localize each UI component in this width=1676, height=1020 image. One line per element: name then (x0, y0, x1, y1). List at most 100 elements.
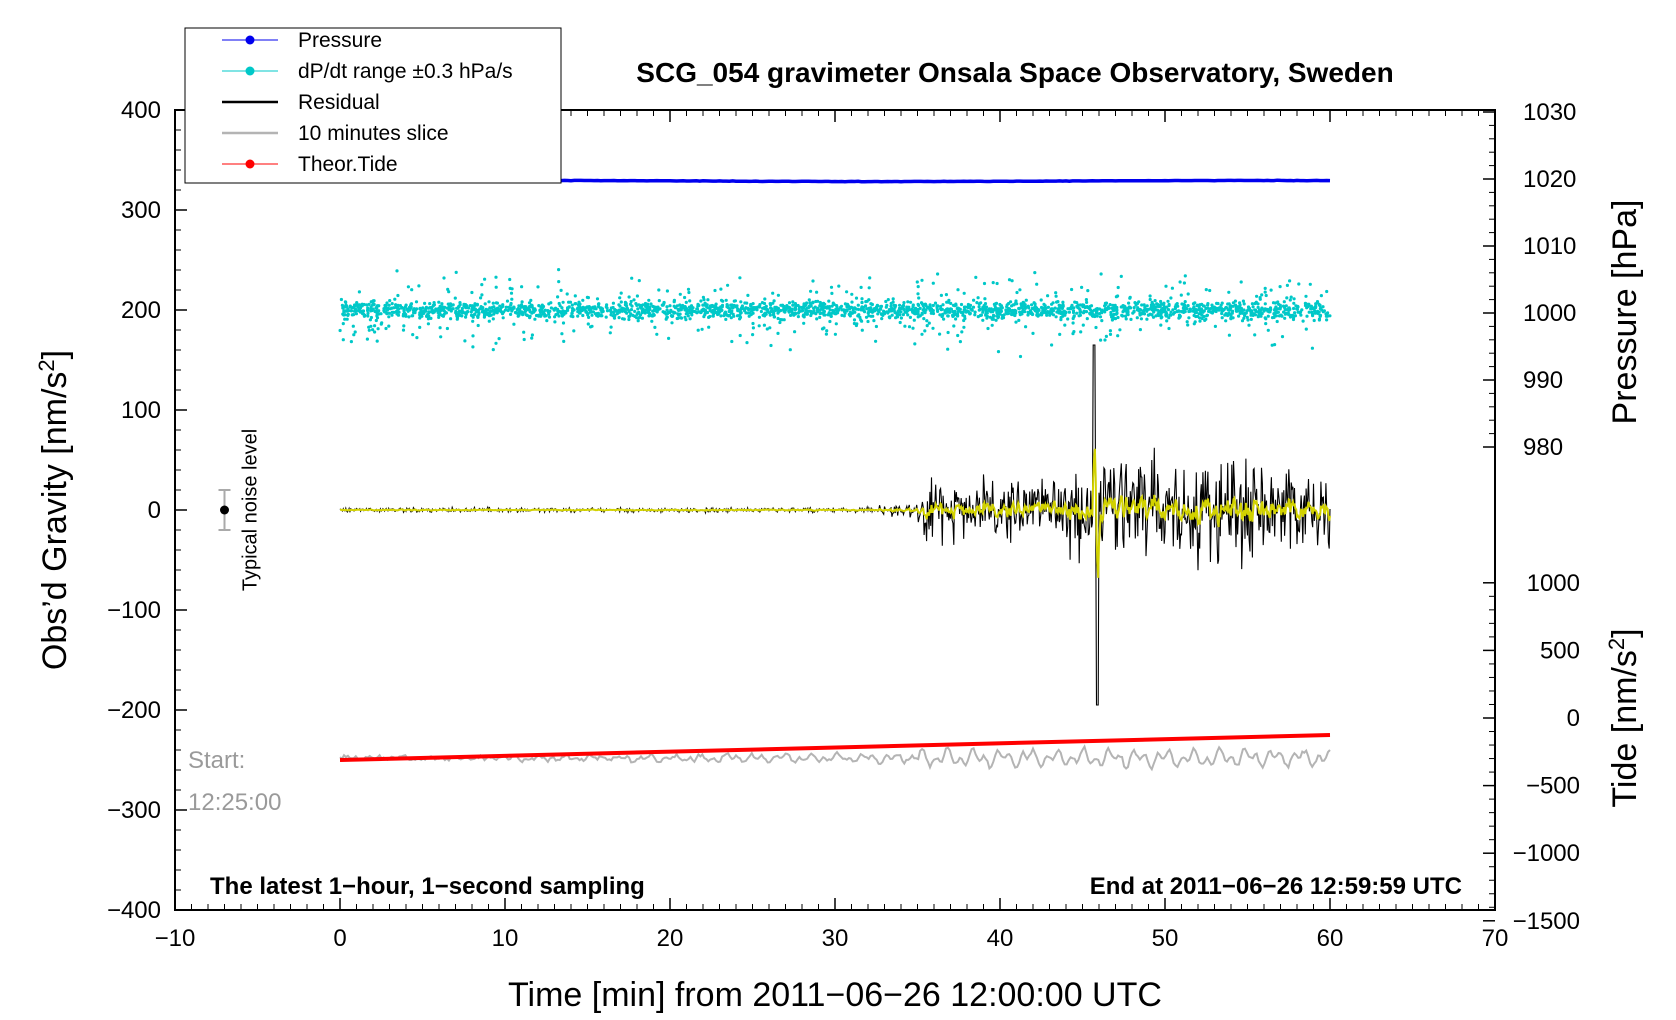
dpdt-point (1100, 311, 1104, 315)
dpdt-point (729, 316, 733, 320)
dpdt-point (1255, 294, 1259, 298)
dpdt-point (707, 315, 711, 319)
dpdt-point (1228, 312, 1232, 316)
dpdt-point (806, 306, 811, 310)
dpdt-point (451, 307, 455, 311)
dpdt-point (570, 311, 574, 315)
dpdt-point (570, 303, 574, 307)
dpdt-point (907, 325, 912, 329)
dpdt-point (815, 290, 819, 294)
dpdt-point (348, 305, 352, 309)
dpdt-point (557, 268, 561, 272)
dpdt-point (618, 296, 622, 300)
dpdt-point (1296, 310, 1300, 314)
dpdt-point (746, 311, 750, 315)
dpdt-point (1305, 314, 1309, 318)
dpdt-point (1082, 303, 1086, 307)
dpdt-point (723, 311, 727, 315)
dpdt-point (864, 315, 869, 319)
dpdt-point (973, 313, 977, 317)
dpdt-point (470, 290, 474, 295)
dpdt-point (1045, 310, 1049, 314)
y-tick-label: −100 (107, 597, 161, 624)
dpdt-point (1070, 287, 1074, 292)
dpdt-point (1272, 312, 1276, 316)
dpdt-point (529, 303, 534, 307)
dpdt-point (1076, 306, 1080, 310)
dpdt-point (1014, 299, 1018, 303)
dpdt-point (501, 303, 505, 307)
dpdt-point (876, 304, 880, 308)
dpdt-point (1222, 307, 1226, 312)
dpdt-point (585, 295, 590, 299)
dpdt-point (931, 326, 935, 330)
dpdt-point (690, 313, 694, 317)
dpdt-point (1262, 308, 1266, 312)
dpdt-point (1294, 304, 1298, 308)
dpdt-point (867, 314, 871, 318)
dpdt-point (366, 314, 370, 318)
dpdt-point (760, 301, 765, 305)
dpdt-point (834, 307, 838, 311)
dpdt-point (1100, 319, 1104, 323)
dpdt-point (480, 283, 484, 287)
dpdt-point (837, 284, 841, 288)
y-axis-title: Obs’d Gravity [nm/s2] (34, 350, 74, 670)
dpdt-point (617, 316, 621, 320)
dpdt-point (1246, 318, 1250, 322)
dpdt-point (679, 307, 683, 311)
dpdt-point (898, 303, 902, 307)
dpdt-point (385, 312, 389, 316)
dpdt-point (1071, 332, 1075, 336)
dpdt-point (896, 309, 900, 313)
dpdt-point (499, 309, 503, 314)
dpdt-point (351, 324, 355, 328)
dpdt-point (1026, 313, 1030, 317)
data-layer (338, 178, 1332, 772)
dpdt-point (1212, 307, 1216, 311)
dpdt-point (1081, 323, 1085, 327)
dpdt-point (850, 300, 854, 304)
tide-tick-label: −1500 (1513, 908, 1580, 935)
dpdt-point (1063, 311, 1068, 315)
dpdt-point (590, 313, 594, 317)
dpdt-point (340, 303, 344, 307)
dpdt-point (1283, 316, 1287, 320)
dpdt-point (956, 333, 960, 338)
y-tick-label: −300 (107, 797, 161, 824)
dpdt-point (1176, 304, 1180, 308)
dpdt-point (725, 313, 729, 317)
dpdt-point (494, 275, 498, 279)
dpdt-point (1309, 304, 1313, 308)
dpdt-point (411, 333, 415, 337)
dpdt-point (991, 281, 995, 285)
dpdt-point (981, 310, 985, 314)
x-tick-label: 40 (987, 925, 1014, 952)
x-tick-label: −10 (155, 925, 196, 952)
dpdt-point (494, 341, 498, 345)
dpdt-point (802, 321, 806, 325)
dpdt-point (1061, 303, 1065, 307)
dpdt-point (687, 305, 692, 309)
dpdt-point (418, 325, 422, 329)
dpdt-point (936, 309, 940, 313)
dpdt-point (581, 298, 585, 302)
dpdt-point (665, 305, 669, 309)
dpdt-point (796, 315, 801, 319)
dpdt-point (860, 297, 864, 301)
dpdt-point (471, 315, 475, 319)
dpdt-point (939, 304, 943, 309)
dpdt-point (1264, 322, 1268, 326)
dpdt-point (920, 332, 924, 336)
dpdt-point (889, 301, 893, 306)
dpdt-point (782, 318, 786, 322)
dpdt-point (796, 311, 801, 315)
dpdt-point (454, 311, 458, 315)
dpdt-point (599, 308, 603, 312)
dpdt-point (540, 307, 544, 311)
dpdt-point (444, 311, 448, 315)
dpdt-point (1033, 271, 1037, 275)
dpdt-point (898, 313, 902, 317)
dpdt-point (1150, 313, 1154, 317)
